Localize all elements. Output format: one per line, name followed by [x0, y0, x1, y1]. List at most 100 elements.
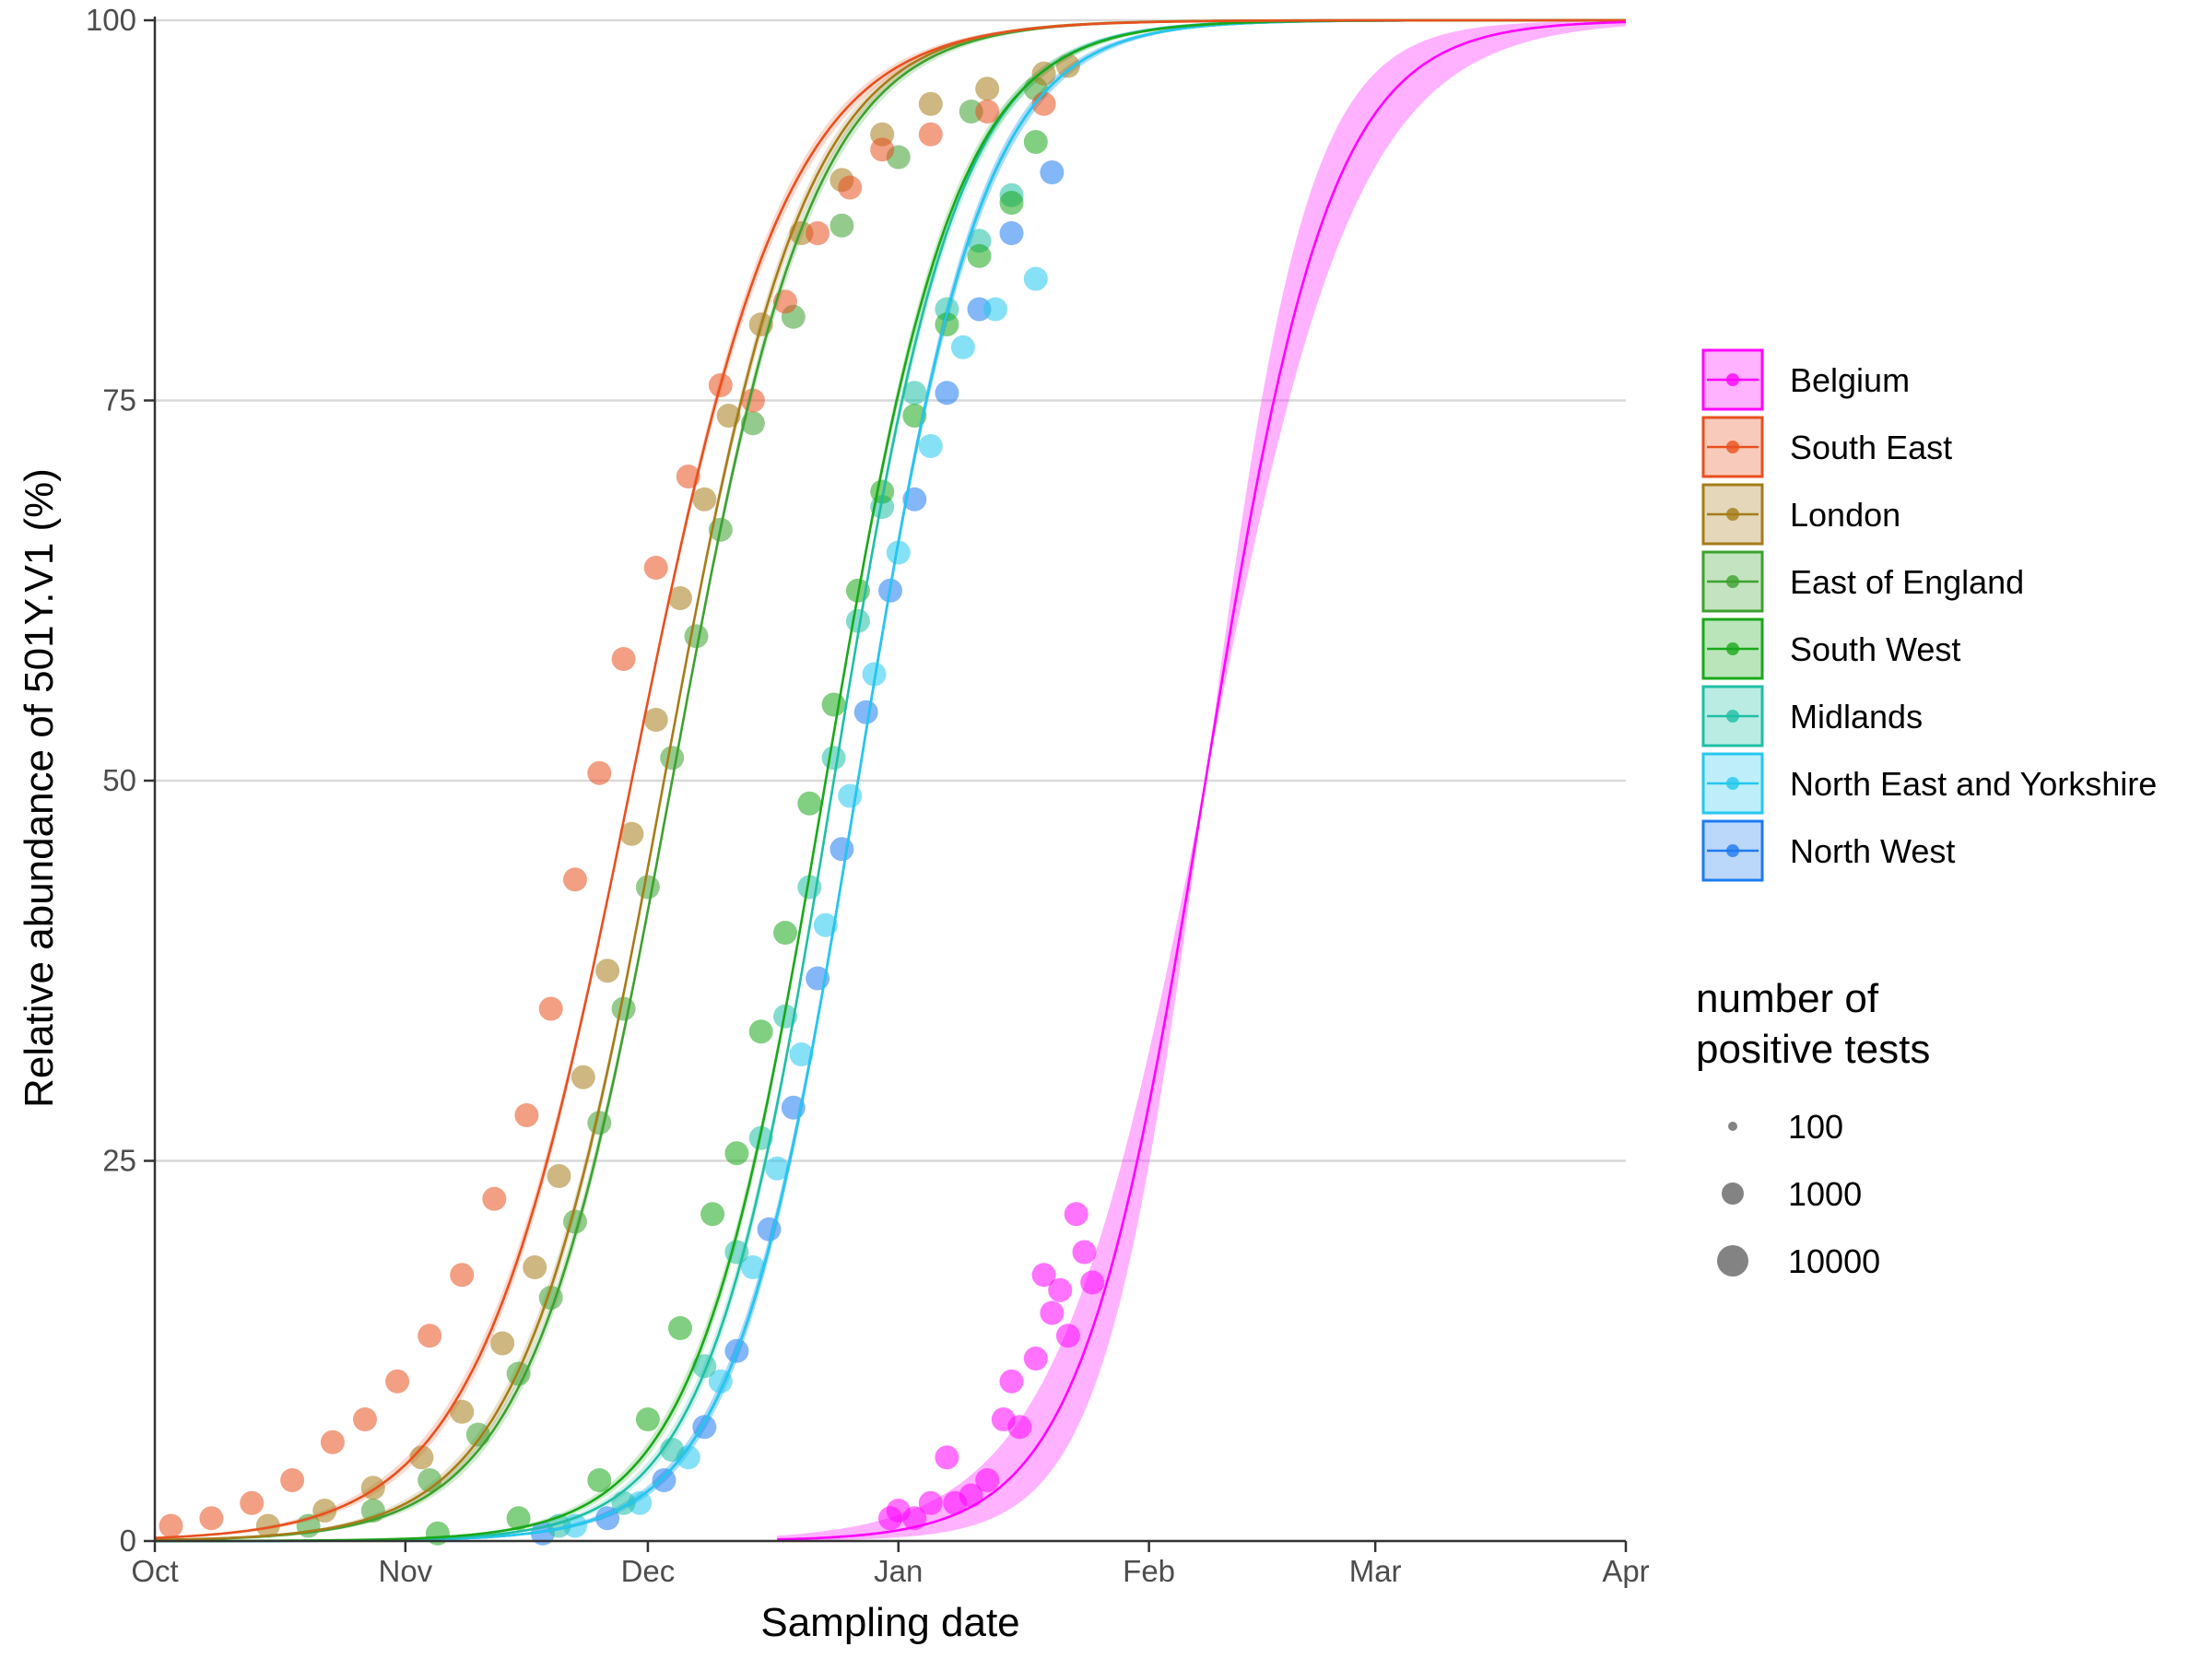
point-east-of-england-9	[635, 875, 660, 900]
legend-label-belgium: Belgium	[1790, 361, 1910, 399]
point-south-west-7	[748, 1019, 773, 1044]
point-london-3	[409, 1445, 434, 1470]
size-legend-key-1000	[1722, 1182, 1744, 1205]
x-tick-label-apr: Apr	[1602, 1554, 1649, 1588]
point-south-east-25	[1031, 91, 1056, 116]
point-east-of-england-4	[506, 1361, 531, 1386]
point-south-west-5	[700, 1202, 725, 1227]
x-tick-label-oct: Oct	[131, 1554, 178, 1588]
point-south-east-15	[643, 556, 668, 580]
point-belgium-16	[1064, 1202, 1088, 1227]
point-london-13	[692, 487, 717, 512]
point-south-east-24	[975, 100, 1000, 124]
point-north-west-8	[830, 837, 854, 862]
point-south-east-12	[563, 867, 587, 892]
point-london-12	[668, 586, 692, 610]
point-midlands-5	[748, 1125, 773, 1150]
legend-label-midlands: Midlands	[1790, 698, 1923, 735]
gridlines	[155, 18, 1626, 1543]
point-south-west-17	[1023, 130, 1048, 154]
point-north-east-and-yorkshire-11	[918, 434, 943, 458]
point-london-6	[523, 1255, 547, 1279]
point-east-of-england-3	[465, 1422, 490, 1447]
point-north-west-14	[999, 221, 1024, 245]
legend-key-dot-east-of-england	[1726, 575, 1739, 588]
point-north-west-15	[1040, 160, 1065, 184]
legend-item-east-of-england: East of England	[1701, 550, 2024, 613]
point-south-west-3	[635, 1407, 660, 1431]
point-south-west-10	[821, 692, 846, 717]
x-tick-label-jan: Jan	[874, 1554, 923, 1588]
legend-label-north-east-and-yorkshire: North East and Yorkshire	[1790, 765, 2157, 803]
legend: Belgium South East London East of England So…	[1701, 348, 2157, 882]
point-east-of-england-6	[563, 1209, 587, 1234]
point-north-east-and-yorkshire-10	[886, 540, 911, 565]
point-south-east-1	[199, 1506, 224, 1531]
point-south-east-11	[538, 996, 563, 1021]
y-tick-label-0: 0	[120, 1524, 136, 1558]
point-belgium-10	[1007, 1415, 1032, 1440]
point-belgium-2	[902, 1506, 927, 1531]
point-london-8	[571, 1065, 595, 1089]
point-belgium-11	[1023, 1347, 1048, 1371]
legend-label-north-west: North West	[1790, 832, 1955, 870]
legend-key-dot-south-east	[1726, 441, 1739, 453]
point-south-east-7	[418, 1324, 442, 1348]
size-legend-label-1000: 1000	[1788, 1175, 1862, 1213]
point-belgium-3	[918, 1490, 943, 1515]
y-tick-label-50: 50	[102, 763, 136, 797]
point-south-east-13	[587, 760, 612, 785]
point-south-east-2	[240, 1490, 265, 1515]
data-points	[159, 53, 1105, 1546]
point-east-of-england-13	[740, 411, 765, 436]
point-london-11	[643, 708, 668, 732]
y-tick-label-25: 25	[102, 1144, 136, 1178]
legend-item-midlands: Midlands	[1701, 685, 1923, 747]
point-south-west-8	[773, 921, 797, 945]
point-belgium-18	[1080, 1270, 1105, 1295]
size-legend-title-line-1: number of	[1696, 976, 1879, 1021]
point-london-22	[1055, 53, 1080, 78]
point-north-east-and-yorkshire-4	[740, 1255, 765, 1279]
fit-lines	[154, 18, 1627, 1543]
fit-line-belgium	[777, 20, 1627, 1541]
legend-key-dot-midlands	[1726, 710, 1739, 723]
point-south-east-5	[353, 1407, 377, 1431]
fit-band-south-east	[155, 20, 1626, 1539]
point-north-east-and-yorkshire-14	[1023, 266, 1048, 291]
point-south-east-14	[611, 647, 636, 671]
point-south-east-23	[918, 122, 943, 147]
point-belgium-7	[975, 1468, 1000, 1492]
axes: 0 25 50 75 100 Oct Nov Dec Jan Feb Mar Apr	[86, 3, 1650, 1588]
point-south-west-2	[587, 1468, 612, 1492]
legend-item-north-east-and-yorkshire: North East and Yorkshire	[1701, 752, 2157, 815]
size-legend-label-100: 100	[1788, 1108, 1843, 1146]
point-east-of-england-15	[830, 213, 854, 238]
point-south-east-4	[320, 1430, 345, 1454]
point-belgium-9	[999, 1369, 1024, 1394]
point-south-west-14	[935, 312, 959, 336]
point-south-east-22	[870, 137, 895, 162]
point-north-east-and-yorkshire-13	[983, 297, 1007, 322]
point-north-west-2	[652, 1468, 677, 1492]
point-south-east-0	[159, 1513, 183, 1538]
legend-key-dot-north-east-and-yorkshire	[1726, 777, 1739, 790]
point-east-of-england-1	[360, 1499, 385, 1523]
legend-item-north-west: North West	[1701, 819, 1955, 882]
y-tick-label-75: 75	[102, 383, 136, 418]
point-belgium-15	[1055, 1324, 1080, 1348]
point-london-20	[975, 76, 1000, 101]
point-south-east-6	[385, 1369, 410, 1394]
point-south-east-21	[838, 175, 863, 200]
point-south-west-16	[999, 191, 1024, 215]
legend-item-belgium: Belgium	[1701, 348, 1910, 411]
point-east-of-england-10	[660, 746, 685, 771]
legend-item-south-east: South East	[1701, 416, 1952, 478]
y-tick-label-100: 100	[86, 3, 136, 37]
point-south-west-4	[668, 1316, 692, 1340]
point-north-west-12	[935, 381, 959, 406]
point-south-west-9	[797, 791, 822, 816]
point-north-east-and-yorkshire-9	[862, 662, 887, 687]
legend-item-london: London	[1701, 483, 1900, 546]
point-north-east-and-yorkshire-8	[838, 783, 863, 808]
